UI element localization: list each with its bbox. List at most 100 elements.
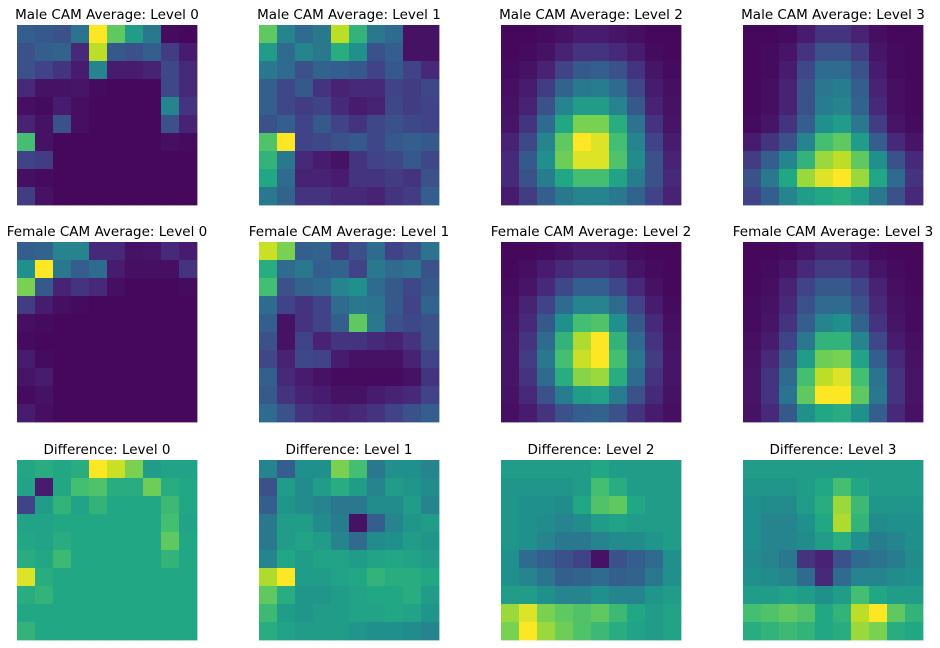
heatmap-cell: [627, 296, 646, 315]
heatmap-cell: [797, 386, 816, 405]
heatmap-cell: [53, 460, 72, 479]
heatmap-cell: [501, 314, 520, 333]
heatmap-cell: [367, 386, 386, 405]
heatmap-cell: [887, 97, 906, 116]
heatmap-cell: [815, 115, 834, 134]
heatmap-cell: [627, 568, 646, 587]
heatmap-cell: [71, 550, 90, 569]
heatmap-cell: [905, 79, 924, 98]
heatmap-cell: [555, 622, 574, 641]
heatmap-cell: [125, 115, 144, 134]
heatmap-cell: [143, 242, 162, 261]
heatmap-cell: [573, 25, 592, 44]
heatmap-cell: [905, 586, 924, 605]
heatmap-cell: [555, 97, 574, 116]
heatmap-cell: [501, 460, 520, 479]
heatmap-cell: [403, 97, 422, 116]
heatmap-cell: [519, 404, 538, 423]
heatmap-cell: [277, 260, 296, 279]
heatmap-cell: [53, 550, 72, 569]
heatmap-cell: [421, 404, 440, 423]
heatmap-cell: [53, 314, 72, 333]
heatmap-cell: [421, 278, 440, 297]
heatmap-cell: [627, 151, 646, 170]
heatmap-cell: [905, 187, 924, 206]
heatmap-cell: [295, 151, 314, 170]
heatmap-cell: [887, 43, 906, 62]
heatmap-cell: [331, 314, 350, 333]
heatmap-cell: [779, 604, 798, 623]
heatmap-cell: [277, 604, 296, 623]
heatmap-cell: [125, 532, 144, 551]
heatmap-cell: [421, 61, 440, 80]
heatmap-cell: [71, 79, 90, 98]
heatmap-cell: [501, 151, 520, 170]
heatmap-cell: [259, 496, 278, 515]
heatmap-cell: [609, 296, 628, 315]
heatmap-cell: [573, 350, 592, 369]
heatmap-cell: [501, 568, 520, 587]
heatmap-cell: [761, 350, 780, 369]
heatmap-cell: [833, 97, 852, 116]
heatmap-cell: [277, 133, 296, 152]
heatmap-cell: [125, 169, 144, 188]
heatmap-cell: [125, 568, 144, 587]
heatmap-cell: [259, 586, 278, 605]
heatmap-cell: [277, 386, 296, 405]
heatmap-cell: [537, 622, 556, 641]
heatmap-cell: [421, 43, 440, 62]
heatmap-cell: [259, 314, 278, 333]
heatmap-cell: [869, 568, 888, 587]
heatmap-cell: [815, 568, 834, 587]
heatmap-cell: [627, 169, 646, 188]
heatmap-cell: [403, 133, 422, 152]
heatmap-cell: [887, 61, 906, 80]
heatmap-cell: [313, 314, 332, 333]
heatmap-cell: [555, 169, 574, 188]
heatmap-cell: [107, 25, 126, 44]
heatmap-cell: [645, 43, 664, 62]
heatmap-cell: [89, 79, 108, 98]
heatmap-cell: [627, 350, 646, 369]
heatmap-cell: [367, 622, 386, 641]
heatmap-cell: [591, 496, 610, 515]
heatmap-cell: [501, 386, 520, 405]
heatmap-cell: [331, 25, 350, 44]
heatmap-cell: [17, 586, 36, 605]
heatmap-cell: [349, 97, 368, 116]
heatmap-cell: [869, 278, 888, 297]
heatmap-cell: [851, 296, 870, 315]
heatmap-cell: [519, 97, 538, 116]
heatmap-cell: [367, 151, 386, 170]
heatmap-cell: [385, 260, 404, 279]
heatmap-cell: [53, 332, 72, 351]
heatmap-cell: [89, 314, 108, 333]
heatmap-cell: [761, 25, 780, 44]
heatmap-cell: [537, 61, 556, 80]
heatmap-cell: [663, 460, 682, 479]
heatmap-cell: [537, 368, 556, 387]
heatmap-cell: [53, 350, 72, 369]
heatmap-cell: [573, 604, 592, 623]
panel-title: Difference: Level 1: [286, 442, 413, 458]
heatmap-panel: Difference: Level 2: [501, 442, 682, 641]
heatmap-cell: [385, 115, 404, 134]
heatmap-cell: [179, 332, 198, 351]
heatmap-cell: [367, 586, 386, 605]
heatmap-cell: [833, 368, 852, 387]
heatmap-cell: [421, 386, 440, 405]
heatmap-cell: [887, 368, 906, 387]
heatmap-cell: [385, 97, 404, 116]
heatmap-cell: [743, 169, 762, 188]
heatmap-cell: [519, 496, 538, 515]
heatmap-cell: [645, 296, 664, 315]
heatmap-cell: [573, 242, 592, 261]
heatmap-cell: [905, 25, 924, 44]
heatmap-cell: [663, 115, 682, 134]
heatmap-cell: [143, 586, 162, 605]
heatmap-cell: [609, 586, 628, 605]
heatmap-cell: [663, 496, 682, 515]
heatmap-cell: [869, 43, 888, 62]
heatmap-cell: [17, 496, 36, 515]
heatmap-cell: [107, 368, 126, 387]
